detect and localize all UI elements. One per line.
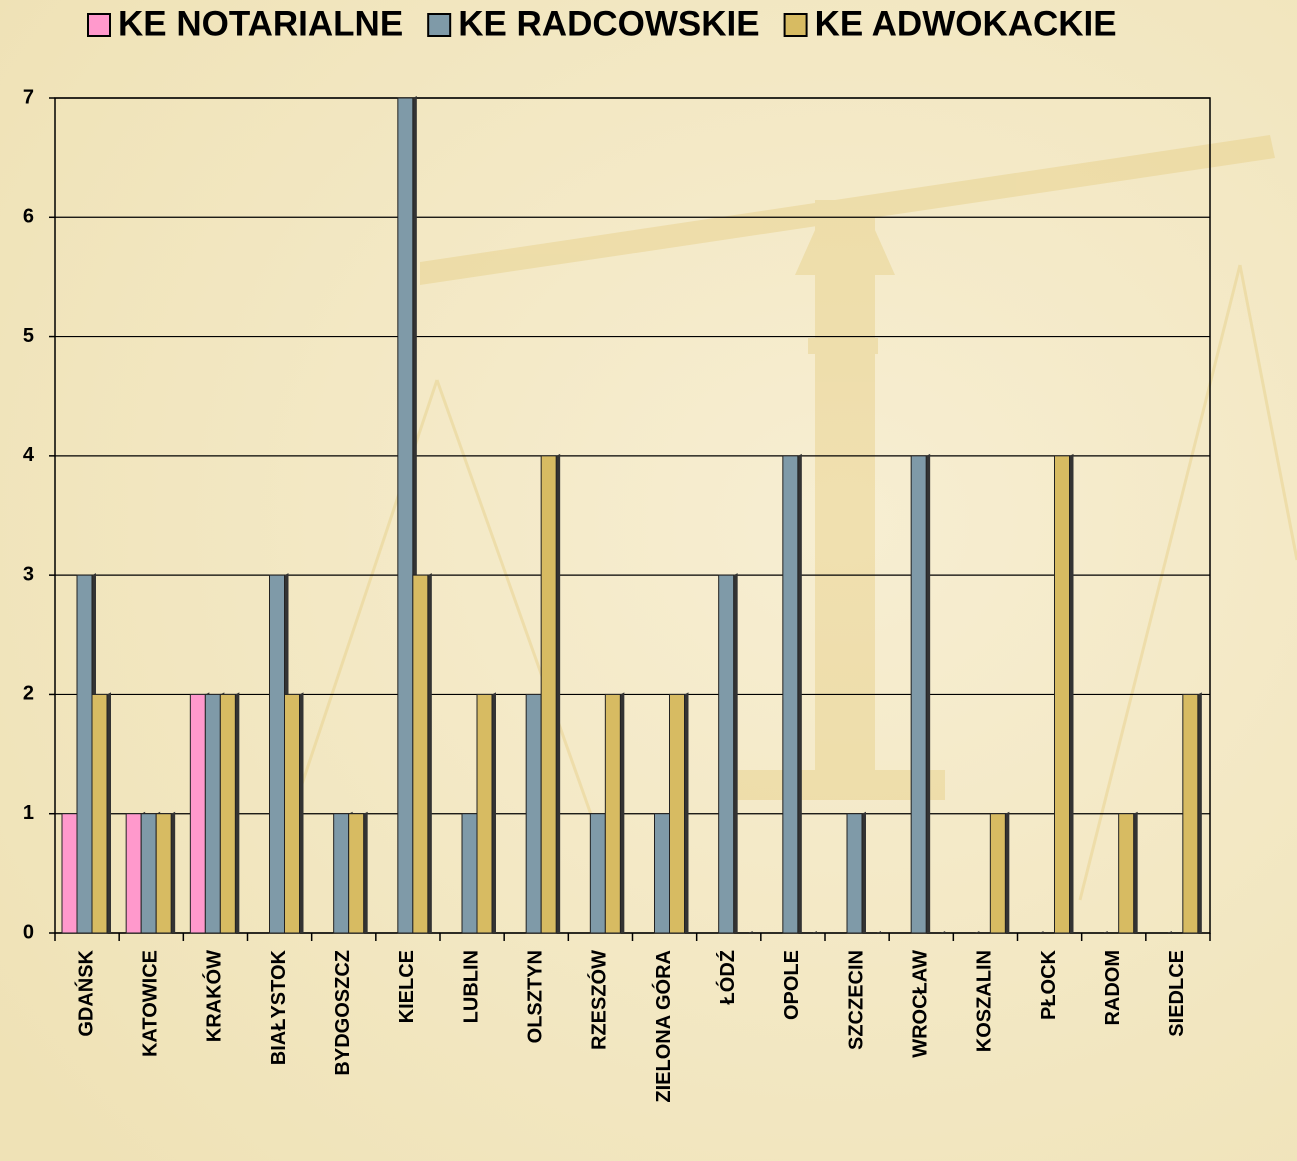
bar-side: [1005, 812, 1009, 933]
y-tick-label: 5: [23, 325, 34, 347]
bar: [590, 814, 605, 933]
legend-swatch: [785, 14, 807, 36]
y-tick-label: 6: [23, 206, 34, 228]
bar: [541, 456, 556, 933]
bar: [92, 694, 107, 933]
x-tick-label: BIAŁYSTOK: [268, 949, 290, 1065]
bar: [670, 694, 685, 933]
bar: [62, 814, 77, 933]
x-tick-label: KRAKÓW: [202, 950, 226, 1042]
bar: [1119, 814, 1134, 933]
bar-side: [428, 573, 432, 933]
chart: KE NOTARIALNEKE RADCOWSKIEKE ADWOKACKIE …: [0, 0, 1297, 1161]
y-tick-label: 3: [23, 563, 34, 585]
bar: [719, 575, 734, 933]
bar-side: [685, 692, 689, 933]
bar-side: [235, 692, 239, 933]
bar: [398, 98, 413, 933]
x-tick-label: RZESZÓW: [587, 950, 611, 1050]
bar-side: [1070, 454, 1074, 933]
x-tick-label: SIEDLCE: [1166, 950, 1188, 1037]
x-tick-label: OPOLE: [781, 950, 803, 1020]
bar: [847, 814, 862, 933]
bar: [126, 814, 141, 933]
x-tick-label: KIELCE: [396, 950, 418, 1023]
bar: [783, 456, 798, 933]
legend-swatch: [88, 14, 110, 36]
x-tick-label: KOSZALIN: [974, 950, 996, 1052]
bar: [141, 814, 156, 933]
bar-side: [862, 812, 866, 933]
bar-side: [492, 692, 496, 933]
x-tick-label: SZCZECIN: [845, 950, 867, 1050]
x-tick-label: OLSZTYN: [525, 950, 547, 1043]
bar: [413, 575, 428, 933]
bar: [477, 694, 492, 933]
y-tick-label: 1: [23, 802, 34, 824]
bar: [285, 694, 300, 933]
bar: [462, 814, 477, 933]
bar-side: [171, 812, 175, 933]
bar: [526, 694, 541, 933]
x-tick-label: KATOWICE: [140, 950, 162, 1057]
bar-side: [734, 573, 738, 933]
x-tick-label: BYDGOSZCZ: [332, 950, 354, 1076]
bar: [270, 575, 285, 933]
bar-side: [1198, 692, 1202, 933]
bar-side: [1134, 812, 1138, 933]
bar: [1183, 694, 1198, 933]
bar: [911, 456, 926, 933]
bar: [334, 814, 349, 933]
y-tick-label: 2: [23, 683, 34, 705]
bar: [220, 694, 235, 933]
x-tick-label: GDAŃSK: [74, 949, 97, 1036]
bar: [990, 814, 1005, 933]
legend: KE NOTARIALNE KE RADCOWSKIE KE ADWOKACKIE: [88, 4, 1117, 43]
bar: [77, 575, 92, 933]
bar-side: [926, 454, 930, 933]
bar-side: [300, 692, 304, 933]
bar-side: [364, 812, 368, 933]
bar-side: [798, 454, 802, 933]
legend-label: KE NOTARIALNE: [118, 4, 403, 43]
y-tick-label: 7: [23, 86, 34, 108]
bar: [655, 814, 670, 933]
y-tick-label: 4: [23, 444, 35, 466]
legend-swatch: [428, 14, 450, 36]
x-tick-label: RADOM: [1102, 950, 1124, 1026]
bar: [190, 694, 205, 933]
bar-side: [556, 454, 560, 933]
legend-label: KE ADWOKACKIE: [815, 4, 1117, 43]
bar-side: [107, 692, 111, 933]
legend-label: KE RADCOWSKIE: [458, 4, 759, 43]
y-tick-label: 0: [23, 921, 34, 943]
bar: [1055, 456, 1070, 933]
bar-side: [620, 692, 624, 933]
bar: [605, 694, 620, 933]
x-tick-label: ZIELONA GÓRA: [651, 950, 675, 1103]
bar: [349, 814, 364, 933]
x-tick-label: LUBLIN: [460, 950, 482, 1023]
bar: [205, 694, 220, 933]
bar: [156, 814, 171, 933]
x-tick-label: WROCŁAW: [910, 950, 932, 1058]
x-tick-label: PŁOCK: [1038, 949, 1060, 1020]
x-tick-label: ŁÓDŹ: [715, 950, 739, 1004]
